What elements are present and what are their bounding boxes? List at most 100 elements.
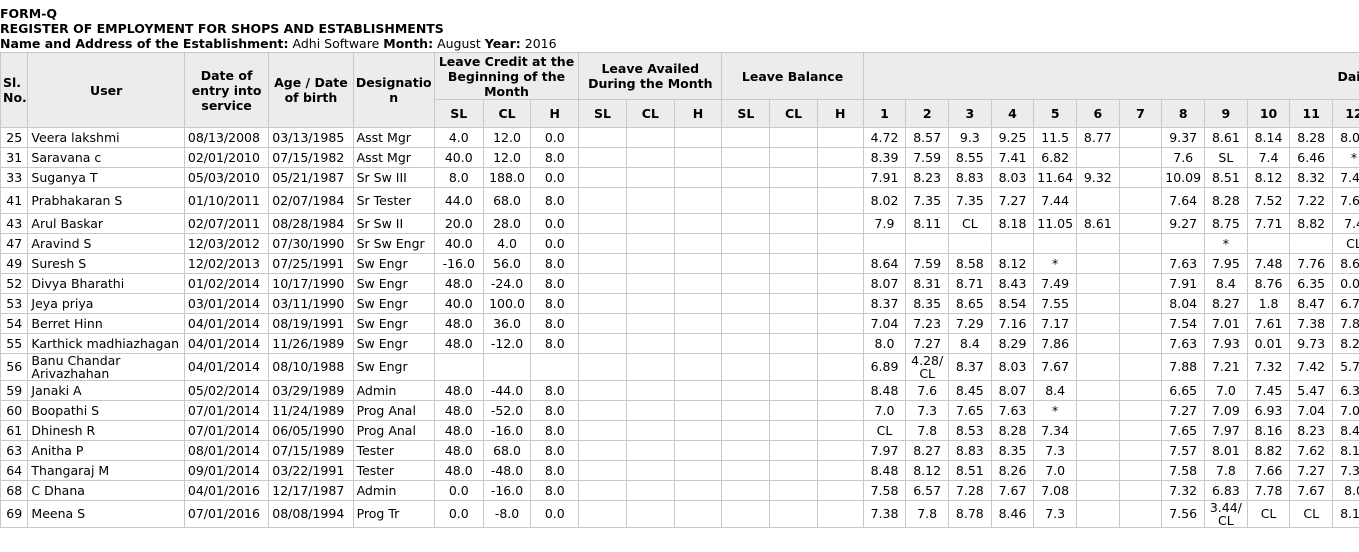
balance-cell bbox=[769, 167, 818, 188]
day-2-cell: 7.6 bbox=[905, 380, 949, 401]
sl-no-cell: 43 bbox=[0, 213, 29, 234]
balance-cell bbox=[816, 253, 864, 274]
day-8-cell: 7.56 bbox=[1161, 500, 1206, 528]
day-8-cell: 7.63 bbox=[1161, 253, 1206, 274]
credit-h-cell: 8.0 bbox=[530, 187, 580, 214]
day-2-cell: 7.59 bbox=[905, 253, 949, 274]
dob-cell: 08/08/1994 bbox=[268, 500, 354, 528]
credit-h-cell: 8.0 bbox=[530, 480, 580, 501]
table-row: 49 Suresh S 12/02/2013 07/25/1991 Sw Engr -16… bbox=[0, 253, 1359, 274]
table-row: 53 Jeya priya 03/01/2014 03/11/1990 Sw Engr 4… bbox=[0, 293, 1359, 314]
availed-cell bbox=[625, 313, 675, 334]
balance-cell bbox=[721, 127, 771, 148]
establishment-line: Name and Address of the Establishment: A… bbox=[0, 36, 1359, 51]
date-of-entry-cell: 07/01/2016 bbox=[183, 500, 270, 528]
day-11-cell: 7.76 bbox=[1289, 253, 1334, 274]
day-9-cell: 7.8 bbox=[1204, 460, 1248, 481]
credit-cl-cell: -12.0 bbox=[482, 333, 532, 354]
day-8-cell: 7.32 bbox=[1161, 480, 1206, 501]
table-row: 54 Berret Hinn 04/01/2014 08/19/1991 Sw Engr… bbox=[0, 313, 1359, 334]
day-11-cell: 8.47 bbox=[1289, 293, 1334, 314]
day-8-cell: 7.88 bbox=[1161, 353, 1206, 381]
table-row: 31 Saravana c 02/01/2010 07/15/1982 Asst Mgr… bbox=[0, 147, 1359, 168]
user-cell: Karthick madhiazhagan bbox=[27, 333, 185, 354]
day-6-cell bbox=[1076, 253, 1120, 274]
date-of-entry-cell: 08/01/2014 bbox=[183, 440, 270, 461]
day-8-cell: 7.64 bbox=[1161, 187, 1206, 214]
day-10-cell: 7.45 bbox=[1246, 380, 1291, 401]
day-10-cell: 7.61 bbox=[1246, 313, 1291, 334]
day-12-cell: 7.37 bbox=[1332, 460, 1359, 481]
availed-cell bbox=[578, 500, 627, 528]
day-11-cell: 8.32 bbox=[1289, 167, 1334, 188]
balance-cell bbox=[769, 127, 818, 148]
date-of-entry-cell: 04/01/2016 bbox=[183, 480, 270, 501]
balance-cell bbox=[721, 440, 771, 461]
balance-cell bbox=[816, 500, 864, 528]
credit-cl-cell: 68.0 bbox=[482, 187, 532, 214]
day-1-cell: 8.02 bbox=[862, 187, 907, 214]
balance-cell bbox=[769, 147, 818, 168]
credit-cl-cell: -44.0 bbox=[482, 380, 532, 401]
table-row: 60 Boopathi S 07/01/2014 11/24/1989 Prog Ana… bbox=[0, 400, 1359, 421]
col-balance-cl: CL bbox=[769, 99, 818, 128]
day-6-cell bbox=[1076, 353, 1120, 381]
dob-cell: 11/24/1989 bbox=[268, 400, 354, 421]
balance-cell bbox=[769, 253, 818, 274]
availed-cell bbox=[625, 440, 675, 461]
user-cell: Divya Bharathi bbox=[27, 273, 185, 294]
day-1-cell: 8.0 bbox=[862, 333, 907, 354]
day-3-cell: 8.83 bbox=[948, 440, 992, 461]
credit-h-cell: 8.0 bbox=[530, 313, 580, 334]
day-2-cell bbox=[905, 233, 949, 254]
balance-cell bbox=[769, 293, 818, 314]
balance-cell bbox=[769, 233, 818, 254]
day-4-cell: 8.03 bbox=[990, 353, 1035, 381]
day-2-cell: 8.12 bbox=[905, 460, 949, 481]
day-2-cell: 8.57 bbox=[905, 127, 949, 148]
day-6-cell bbox=[1076, 233, 1120, 254]
availed-cell bbox=[673, 500, 723, 528]
day-9-cell: * bbox=[1204, 233, 1248, 254]
availed-cell bbox=[625, 420, 675, 441]
date-of-entry-cell: 02/01/2010 bbox=[183, 147, 270, 168]
date-of-entry-cell: 07/01/2014 bbox=[183, 400, 270, 421]
col-day-8: 8 bbox=[1161, 99, 1206, 128]
credit-cl-cell bbox=[482, 353, 532, 381]
day-10-cell: 8.12 bbox=[1246, 167, 1291, 188]
day-7-cell bbox=[1118, 420, 1163, 441]
day-5-cell: 7.3 bbox=[1033, 440, 1078, 461]
day-5-cell: 7.08 bbox=[1033, 480, 1078, 501]
sl-no-cell: 31 bbox=[0, 147, 29, 168]
day-3-cell: 7.29 bbox=[948, 313, 992, 334]
day-9-cell: 8.28 bbox=[1204, 187, 1248, 214]
user-cell: Prabhakaran S bbox=[27, 187, 185, 214]
day-8-cell: 7.6 bbox=[1161, 147, 1206, 168]
sl-no-cell: 55 bbox=[0, 333, 29, 354]
availed-cell bbox=[578, 353, 627, 381]
day-1-cell: 8.64 bbox=[862, 253, 907, 274]
day-3-cell: 8.78 bbox=[948, 500, 992, 528]
designation-cell: Prog Anal bbox=[352, 420, 435, 441]
availed-cell bbox=[625, 187, 675, 214]
balance-cell bbox=[816, 313, 864, 334]
balance-cell bbox=[721, 333, 771, 354]
user-cell: Janaki A bbox=[27, 380, 185, 401]
day-10-cell: 7.48 bbox=[1246, 253, 1291, 274]
day-4-cell: 7.41 bbox=[990, 147, 1035, 168]
day-12-cell: 7.49 bbox=[1332, 167, 1359, 188]
day-3-cell: 8.37 bbox=[948, 353, 992, 381]
day-12-cell: 5.77 bbox=[1332, 353, 1359, 381]
day-9-cell: 8.4 bbox=[1204, 273, 1248, 294]
day-3-cell: 7.35 bbox=[948, 187, 992, 214]
credit-sl-cell: -16.0 bbox=[433, 253, 484, 274]
date-of-entry-cell: 04/01/2014 bbox=[183, 353, 270, 381]
sl-no-cell: 41 bbox=[0, 187, 29, 214]
day-8-cell: 9.27 bbox=[1161, 213, 1206, 234]
balance-cell bbox=[769, 460, 818, 481]
day-2-cell: 8.27 bbox=[905, 440, 949, 461]
credit-cl-cell: 12.0 bbox=[482, 127, 532, 148]
day-6-cell bbox=[1076, 400, 1120, 421]
col-availed-sl: SL bbox=[578, 99, 627, 128]
establishment-label: Name and Address of the Establishment: bbox=[0, 36, 289, 51]
